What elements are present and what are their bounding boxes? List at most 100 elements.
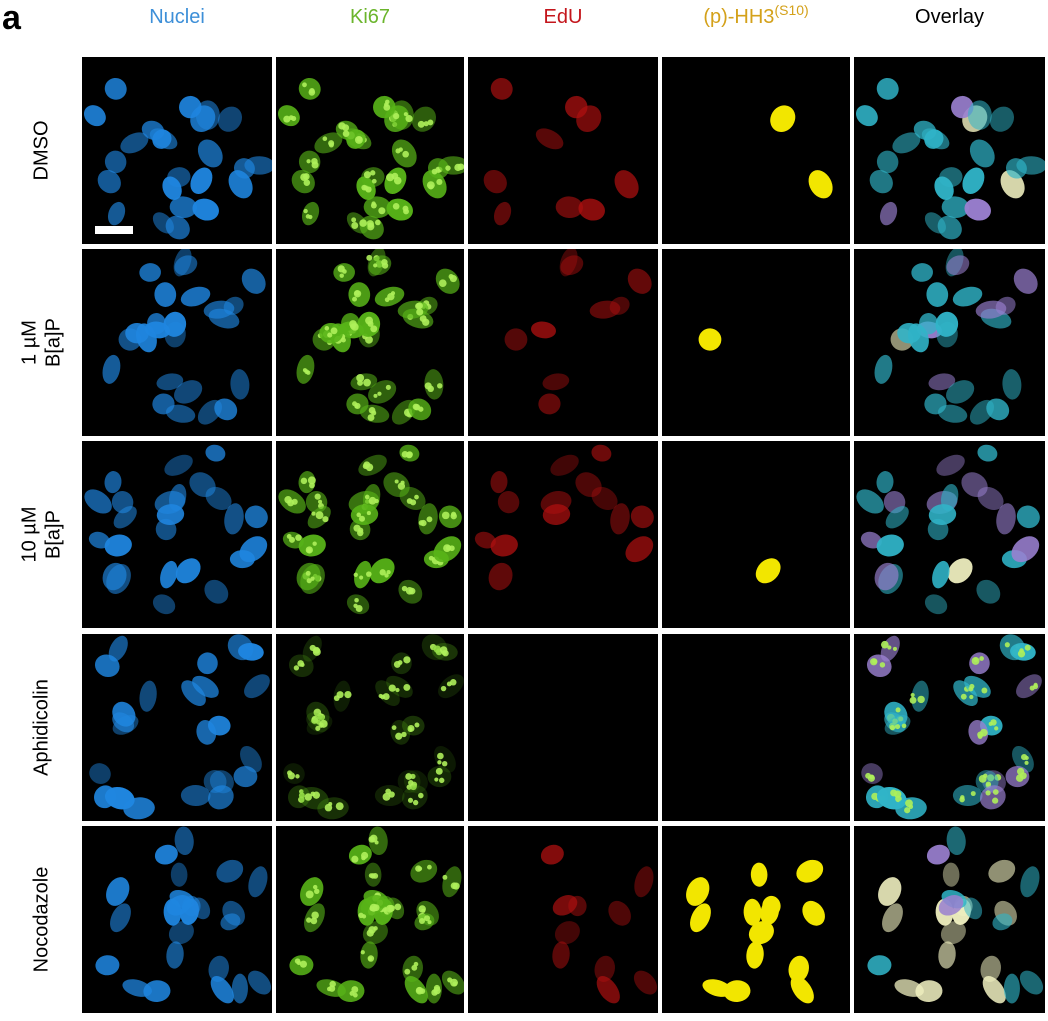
nucleolus [370,202,377,209]
nucleus [195,100,220,130]
nucleolus [438,279,447,287]
nucleolus [994,774,1002,781]
micrograph [854,441,1045,628]
nucleus [83,105,106,127]
nucleolus [407,727,413,732]
nucleus [497,490,520,514]
nucleolus [375,219,381,226]
nucleus [1019,970,1044,995]
micrograph [82,441,272,628]
nucleus [143,980,171,1003]
nucleus [170,862,188,887]
nucleolus [898,716,904,722]
nucleolus [412,799,419,806]
nucleus [996,503,1016,535]
nucleolus [324,325,330,331]
nucleus [874,562,899,591]
nucleus [112,712,135,733]
nucleus [354,560,372,589]
nucleolus [303,173,310,180]
nucleolus [979,656,984,661]
nucleus [936,454,965,476]
micrograph [276,826,464,1013]
nucleus [166,895,192,916]
nucleolus [302,82,307,88]
nucleus [191,897,211,920]
micrograph [468,826,658,1013]
nucleolus [385,384,391,390]
nucleolus [359,219,367,227]
nucleolus [309,482,315,489]
nucleus [856,489,884,514]
nucleus [152,393,175,415]
nucleus [913,120,937,140]
nucleolus [365,335,373,344]
nucleolus [378,207,386,215]
nucleus [552,941,570,969]
nucleus [205,486,232,511]
micrograph [662,634,850,821]
nucleolus [366,571,372,577]
nucleolus [990,719,997,726]
nucleus [113,506,137,529]
nucleolus [446,681,452,687]
nucleolus [437,752,444,760]
nucleolus [992,789,999,795]
nucleus [174,826,194,856]
nucleolus [895,707,901,713]
nucleus [190,167,213,195]
nucleolus [448,545,455,552]
nucleus [560,255,584,276]
nucleolus [415,865,422,872]
nucleus [244,674,270,699]
nucleolus [429,643,437,651]
image-background [662,57,850,244]
nucleolus [353,603,358,608]
nucleus [350,504,379,525]
nucleolus [354,135,363,144]
nucleus [238,643,264,661]
labels: Nuclei Ki67 EdU (p)-HH3(S10) Overlay DMSO 1 µM… [18,2,984,973]
nucleolus [335,802,344,811]
nucleolus [295,534,302,541]
nucleus [152,594,176,615]
nucleus [203,300,235,319]
row-label: B[a]P [42,318,64,367]
nucleolus [329,980,336,988]
nucleolus [298,796,305,803]
micrograph [82,249,272,436]
nucleolus [356,512,362,518]
nucleus [755,558,781,584]
nucleolus [410,499,417,506]
nucleus [110,903,131,933]
nucleolus [908,804,914,809]
nucleolus [979,728,988,737]
nucleolus [417,120,425,128]
nucleolus [303,208,308,214]
nucleolus [385,99,390,105]
nucleolus [381,262,389,269]
row-label: DMSO [30,121,52,181]
nucleolus [1019,772,1027,780]
nucleus [169,196,198,219]
nucleus [882,903,903,933]
nucleus [702,979,732,997]
nucleus [535,128,564,150]
nucleus [1016,505,1040,529]
nucleolus [353,572,358,577]
nucleolus [367,320,374,327]
row-label: 10 µM [18,507,40,563]
nucleolus [408,587,416,595]
nucleus [594,955,616,982]
nucleus [220,913,241,931]
nucleolus [361,855,366,861]
nucleolus [889,724,896,731]
nucleolus [306,578,312,584]
nucleolus [901,723,907,729]
nucleus [180,286,211,307]
nucleus [988,859,1016,883]
nucleolus [357,529,364,537]
nucleolus [306,548,312,554]
nucleolus [370,873,376,879]
nucleus [976,579,1001,604]
